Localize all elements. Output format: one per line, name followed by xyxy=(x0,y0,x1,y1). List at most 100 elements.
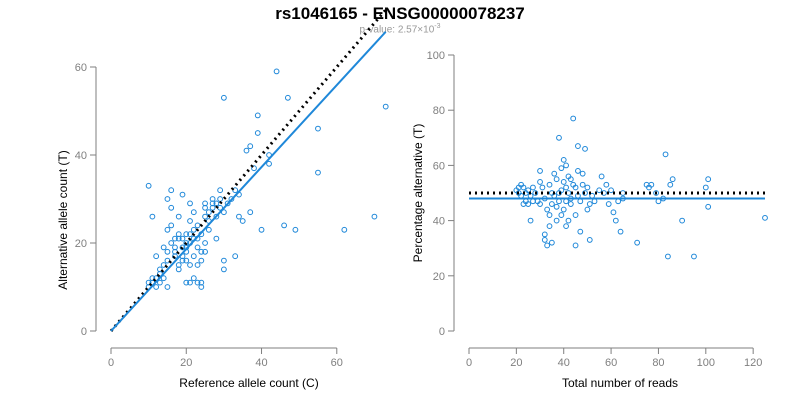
right-data-point xyxy=(560,179,567,185)
left-reference-line xyxy=(109,8,387,332)
right-data-point xyxy=(563,223,569,230)
chart-title: rs1046165 - ENSG00000078237 xyxy=(275,4,525,23)
right-data-point xyxy=(548,239,555,246)
left-data-point xyxy=(168,222,175,229)
left-data-point xyxy=(183,279,190,286)
left-data-point xyxy=(198,257,205,264)
left-data-point xyxy=(160,275,167,282)
left-y-tick-label: 40 xyxy=(75,150,87,162)
left-data-point xyxy=(236,213,242,220)
left-data-point xyxy=(273,68,280,75)
right-data-point xyxy=(567,201,574,207)
right-data-point xyxy=(679,217,686,224)
right-x-tick-label: 20 xyxy=(510,357,522,369)
left-data-point xyxy=(247,209,254,216)
right-data-point xyxy=(541,231,548,238)
right-data-point xyxy=(560,206,567,213)
left-data-point xyxy=(281,222,288,229)
right-x-axis-label: Total number of reads xyxy=(562,376,678,390)
left-x-axis-label: Reference allele count (C) xyxy=(179,376,318,390)
right-data-point xyxy=(577,228,584,235)
right-data-point xyxy=(556,134,562,141)
left-data-point xyxy=(175,213,182,220)
right-y-tick-label: 60 xyxy=(433,160,445,172)
left-y-tick-label: 60 xyxy=(75,62,87,74)
right-data-point xyxy=(537,201,543,207)
right-data-point xyxy=(612,217,619,224)
left-data-point xyxy=(198,279,205,286)
right-data-point xyxy=(570,115,577,122)
left-data-point xyxy=(183,231,190,238)
left-data-point xyxy=(224,200,231,207)
right-data-point xyxy=(551,170,558,177)
right-y-tick-label: 80 xyxy=(433,105,445,117)
left-data-point xyxy=(254,130,261,136)
left-data-point xyxy=(205,209,212,216)
left-data-point xyxy=(228,196,235,202)
left-y-tick-label: 20 xyxy=(75,238,87,250)
left-x-tick-label: 40 xyxy=(255,357,267,369)
right-data-point xyxy=(537,179,543,185)
right-data-point xyxy=(608,187,614,194)
left-x-tick-label: 0 xyxy=(108,357,114,369)
left-data-point xyxy=(187,200,193,207)
right-data-point xyxy=(563,198,569,205)
right-y-tick-label: 0 xyxy=(439,326,445,338)
right-data-point xyxy=(525,201,532,207)
left-data-point xyxy=(194,244,201,251)
right-data-point xyxy=(563,162,569,169)
right-data-point xyxy=(610,209,617,216)
left-x-tick-label: 60 xyxy=(331,357,343,369)
right-data-point xyxy=(579,170,586,177)
right-y-tick-label: 20 xyxy=(433,271,445,283)
left-data-point xyxy=(190,253,197,260)
right-data-point xyxy=(691,253,697,260)
left-data-point xyxy=(220,257,227,264)
right-data-point xyxy=(662,151,669,158)
right-data-point xyxy=(558,187,565,194)
left-scatter-plot: 0 20 40 60 0 20 40 60 Reference allele count (C)… xyxy=(56,8,389,390)
right-x-tick-label: 0 xyxy=(466,357,472,369)
left-data-point xyxy=(209,196,216,202)
left-data-point xyxy=(194,279,201,286)
left-data-point xyxy=(266,160,272,167)
left-data-point xyxy=(153,253,160,260)
right-data-point xyxy=(596,187,603,194)
left-data-point xyxy=(315,125,321,132)
right-x-tick-label: 60 xyxy=(605,357,617,369)
left-data-point xyxy=(232,253,239,260)
left-data-point xyxy=(164,248,171,255)
left-data-point xyxy=(168,187,175,194)
right-data-point xyxy=(579,181,586,188)
right-data-point xyxy=(586,201,593,207)
right-data-point xyxy=(532,190,539,196)
right-data-point xyxy=(582,190,588,196)
right-data-point xyxy=(567,176,574,183)
right-data-point xyxy=(603,181,610,188)
right-data-point xyxy=(544,242,551,249)
left-data-point xyxy=(243,147,250,154)
left-data-point xyxy=(145,182,152,189)
right-y-tick-label: 40 xyxy=(433,216,445,228)
right-data-point xyxy=(560,156,567,163)
left-data-point xyxy=(190,226,197,233)
left-data-point xyxy=(202,240,208,246)
right-data-point xyxy=(702,184,709,191)
left-data-point xyxy=(172,253,178,260)
left-data-point xyxy=(175,262,182,268)
right-x-tick-label: 40 xyxy=(558,357,570,369)
right-data-point xyxy=(634,239,641,246)
right-data-point xyxy=(575,168,581,174)
left-data-point xyxy=(160,244,167,251)
left-data-point xyxy=(315,169,321,176)
right-data-point xyxy=(653,190,659,196)
right-data-point xyxy=(655,198,662,205)
right-data-point xyxy=(572,212,579,218)
left-data-point xyxy=(164,196,171,202)
left-data-point xyxy=(202,248,208,255)
left-data-point xyxy=(149,213,156,220)
right-data-point xyxy=(556,198,562,205)
right-data-point xyxy=(705,203,712,210)
left-data-point xyxy=(168,240,175,246)
left-fit-line xyxy=(110,31,387,332)
